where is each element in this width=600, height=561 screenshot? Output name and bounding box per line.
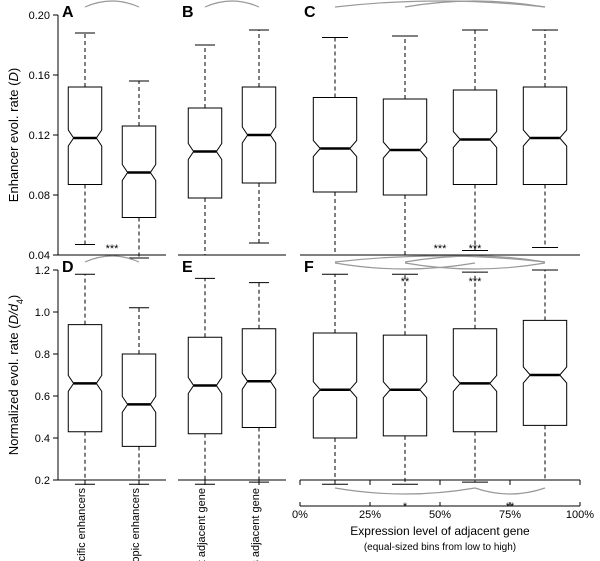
svg-text:50%: 50% xyxy=(429,509,451,521)
svg-text:A: A xyxy=(62,4,74,21)
svg-text:0.12: 0.12 xyxy=(29,130,50,142)
svg-text:0.6: 0.6 xyxy=(35,391,50,403)
svg-text:Expression level of adjacent g: Expression level of adjacent gene xyxy=(350,524,530,538)
svg-text:(equal-sized bins from low to: (equal-sized bins from low to high) xyxy=(364,542,516,553)
svg-text:0.4: 0.4 xyxy=(35,433,50,445)
svg-text:75%: 75% xyxy=(499,509,521,521)
svg-text:***: *** xyxy=(434,243,448,255)
svg-text:0.16: 0.16 xyxy=(29,70,50,82)
svg-text:E: E xyxy=(182,259,193,276)
svg-text:100%: 100% xyxy=(566,509,594,521)
svg-text:*: * xyxy=(403,501,408,513)
svg-text:Normalized evol. rate (D/d4): Normalized evol. rate (D/d4) xyxy=(6,295,25,455)
svg-text:B: B xyxy=(182,4,194,21)
svg-text:0%: 0% xyxy=(292,509,308,521)
figure-svg: 0.04 0.08 0.12 0.16 0.20 0.2 0.4 0.6 0.8 1.0 1.2 En… xyxy=(0,0,600,561)
svg-text:0.2: 0.2 xyxy=(35,475,50,487)
svg-text:C: C xyxy=(304,4,316,21)
svg-text:25%: 25% xyxy=(359,509,381,521)
svg-text:Specific enhancers: Specific enhancers xyxy=(76,488,88,561)
svg-text:1.0: 1.0 xyxy=(35,307,50,319)
svg-text:D: D xyxy=(62,259,74,276)
svg-text:***: *** xyxy=(106,243,120,255)
svg-text:Pleiotropic enhancers: Pleiotropic enhancers xyxy=(130,488,142,561)
svg-text:1.2: 1.2 xyxy=(35,265,50,277)
svg-text:0.08: 0.08 xyxy=(29,190,50,202)
svg-text:Enhancer evol. rate (D): Enhancer evol. rate (D) xyxy=(6,68,21,202)
svg-text:F: F xyxy=(304,259,314,276)
svg-text:0.8: 0.8 xyxy=(35,349,50,361)
svg-text:0.20: 0.20 xyxy=(29,10,50,22)
svg-text:w/ a non-ess adjacent gene: w/ a non-ess adjacent gene xyxy=(250,488,262,561)
svg-text:***: *** xyxy=(469,243,483,255)
svg-text:w/ an essent adjacent gene: w/ an essent adjacent gene xyxy=(196,488,208,561)
svg-text:0.04: 0.04 xyxy=(29,250,50,262)
figure-container: 0.04 0.08 0.12 0.16 0.20 0.2 0.4 0.6 0.8 1.0 1.2 En… xyxy=(0,0,600,561)
